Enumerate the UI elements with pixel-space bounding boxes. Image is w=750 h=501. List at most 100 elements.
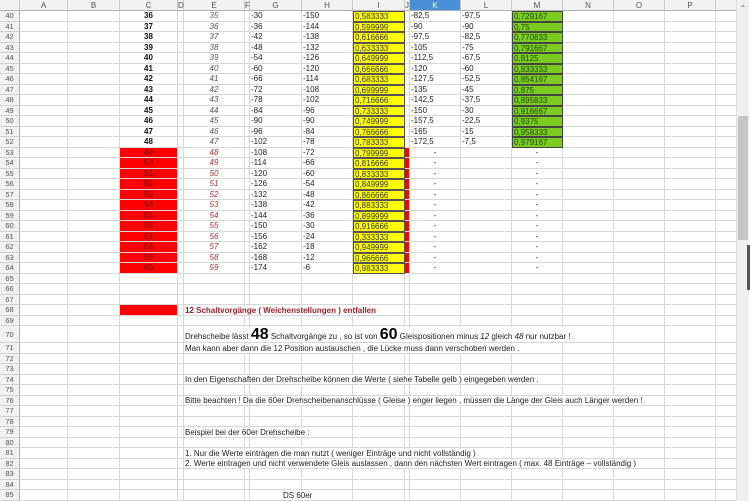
cell[interactable] xyxy=(178,469,184,480)
cell[interactable] xyxy=(716,106,736,116)
cell[interactable] xyxy=(405,364,410,375)
cell[interactable] xyxy=(665,221,716,232)
cell[interactable] xyxy=(512,469,563,480)
cell[interactable] xyxy=(20,158,68,169)
row-header[interactable]: 54 xyxy=(0,158,20,169)
cell-m64[interactable]: - xyxy=(512,263,563,274)
cell[interactable] xyxy=(302,490,353,501)
cell[interactable] xyxy=(665,242,716,253)
cell[interactable] xyxy=(716,200,736,211)
cell[interactable] xyxy=(184,364,245,375)
cell[interactable] xyxy=(405,284,410,295)
cell[interactable] xyxy=(563,210,614,221)
cell-l42[interactable]: -82,5 xyxy=(461,32,512,43)
cell-h63[interactable]: -12 xyxy=(302,252,353,263)
cell[interactable] xyxy=(614,210,665,221)
cell[interactable] xyxy=(716,74,736,85)
cell[interactable] xyxy=(245,364,250,375)
row-header[interactable]: 43 xyxy=(0,42,20,53)
cell[interactable] xyxy=(405,231,410,242)
cell-l57[interactable] xyxy=(461,189,512,200)
cell[interactable] xyxy=(563,137,614,148)
cell-g60[interactable]: -150 xyxy=(250,221,302,232)
cell[interactable] xyxy=(614,305,665,316)
cell-m56[interactable]: - xyxy=(512,179,563,190)
cell-c53[interactable]: 49 xyxy=(120,147,178,158)
cell[interactable] xyxy=(184,353,245,364)
cell[interactable] xyxy=(563,263,614,274)
cell[interactable] xyxy=(245,179,250,190)
cell[interactable] xyxy=(178,353,184,364)
cell[interactable] xyxy=(665,427,716,438)
cell-c50[interactable]: 46 xyxy=(120,116,178,127)
cell[interactable] xyxy=(178,32,184,43)
cell-h41[interactable]: -144 xyxy=(302,21,353,32)
column-header-b[interactable]: B xyxy=(68,0,120,11)
cell[interactable] xyxy=(68,353,120,364)
cell-l58[interactable] xyxy=(461,200,512,211)
cell[interactable] xyxy=(512,427,563,438)
cell[interactable] xyxy=(665,84,716,95)
cell[interactable] xyxy=(614,32,665,43)
cell[interactable] xyxy=(302,315,353,326)
cell-m57[interactable]: - xyxy=(512,189,563,200)
cell-k43[interactable]: -105 xyxy=(410,42,461,53)
cell[interactable] xyxy=(614,84,665,95)
cell[interactable] xyxy=(563,158,614,169)
cell[interactable] xyxy=(405,315,410,326)
cell[interactable] xyxy=(20,231,68,242)
cell[interactable] xyxy=(68,231,120,242)
cell-g59[interactable]: -144 xyxy=(250,210,302,221)
cell-e42[interactable]: 37 xyxy=(184,32,245,43)
cell[interactable] xyxy=(716,53,736,64)
row-header[interactable]: 75 xyxy=(0,385,20,396)
column-header-m[interactable]: M xyxy=(512,0,563,11)
cell[interactable] xyxy=(716,364,736,375)
cell[interactable] xyxy=(512,364,563,375)
cell[interactable] xyxy=(563,105,614,116)
cell[interactable] xyxy=(68,273,120,284)
cell[interactable] xyxy=(245,210,250,221)
cell-e63[interactable]: 58 xyxy=(184,252,245,263)
cell-k49[interactable]: -150 xyxy=(410,105,461,116)
cell[interactable] xyxy=(20,458,68,469)
cell[interactable] xyxy=(410,479,461,490)
cell-k41[interactable]: -90 xyxy=(410,21,461,32)
cell[interactable] xyxy=(410,305,461,316)
cell-h58[interactable]: -42 xyxy=(302,200,353,211)
cell[interactable] xyxy=(302,469,353,480)
cell[interactable] xyxy=(461,406,512,417)
row-header[interactable]: 85 xyxy=(0,490,20,501)
cell[interactable] xyxy=(250,273,302,284)
cell[interactable] xyxy=(20,416,68,427)
cell[interactable] xyxy=(20,95,68,106)
cell[interactable] xyxy=(614,95,665,106)
cell[interactable] xyxy=(512,479,563,490)
cell[interactable] xyxy=(184,294,245,305)
column-header-e[interactable]: E xyxy=(184,0,245,11)
cell[interactable] xyxy=(563,126,614,137)
cell[interactable] xyxy=(563,374,614,385)
cell[interactable] xyxy=(563,231,614,242)
row-header[interactable]: 70 xyxy=(0,326,20,343)
cell[interactable] xyxy=(614,353,665,364)
cell-g61[interactable]: -156 xyxy=(250,231,302,242)
cell-g42[interactable]: -42 xyxy=(250,32,302,43)
cell[interactable] xyxy=(245,158,250,169)
cell[interactable] xyxy=(120,326,178,343)
cell[interactable] xyxy=(405,252,410,263)
cell-m42[interactable]: 0,770833 xyxy=(512,32,563,43)
cell-e44[interactable]: 39 xyxy=(184,53,245,64)
cell[interactable] xyxy=(716,354,736,364)
cell[interactable] xyxy=(461,315,512,326)
cell-e56[interactable]: 51 xyxy=(184,179,245,190)
row-header[interactable]: 50 xyxy=(0,116,20,127)
cell[interactable] xyxy=(563,84,614,95)
cell[interactable] xyxy=(410,416,461,427)
cell[interactable] xyxy=(665,294,716,305)
cell-i55[interactable]: 0,833333 xyxy=(353,168,405,179)
cell[interactable] xyxy=(178,364,184,375)
cell[interactable] xyxy=(461,416,512,427)
cell[interactable] xyxy=(563,63,614,74)
row-header[interactable]: 59 xyxy=(0,210,20,221)
